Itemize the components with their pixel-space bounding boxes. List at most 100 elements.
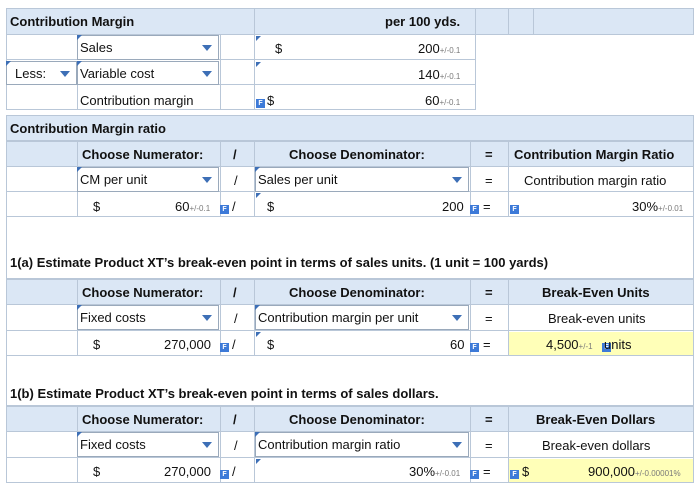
flag-icon xyxy=(256,459,261,464)
beu-num-value[interactable]: 270,000 xyxy=(164,337,211,352)
cm-ratio-title: Contribution Margin ratio xyxy=(10,121,166,136)
formula-icon[interactable]: F xyxy=(470,470,479,479)
chevron-down-icon xyxy=(452,315,462,321)
formula-icon[interactable]: F xyxy=(470,343,479,352)
bed-den-value: 30% xyxy=(409,464,436,479)
sales-select[interactable]: Sales xyxy=(77,35,219,60)
cm-ratio-result-value: 30% xyxy=(632,199,659,214)
cm-column-header: per 100 yds. xyxy=(385,14,461,29)
cm-ratio-denominator-header: Choose Denominator: xyxy=(289,147,425,162)
flag-icon xyxy=(255,305,260,310)
less-select[interactable]: Less: xyxy=(6,61,77,85)
variable-cost-value-field[interactable]: 140+/-0.1 xyxy=(418,67,460,84)
bed-result-field[interactable] xyxy=(509,459,693,482)
flag-icon xyxy=(77,61,82,66)
beu-num-currency: $ xyxy=(93,337,101,352)
formula-icon[interactable]: F xyxy=(510,470,519,479)
beu-den-value[interactable]: 60 xyxy=(450,337,465,352)
variable-cost-tolerance: +/-0.1 xyxy=(439,72,461,81)
beu-result-field[interactable] xyxy=(509,332,693,355)
cm-value: 60 xyxy=(425,93,440,108)
beu-title-row xyxy=(6,217,694,279)
flag-icon xyxy=(77,305,82,310)
flag-icon xyxy=(256,193,261,198)
bed-slash: / xyxy=(233,412,237,427)
bed-denominator-label: Contribution margin ratio xyxy=(258,437,401,452)
cm-value-field[interactable]: 60+/-0.1 xyxy=(425,93,460,110)
beu-result-value: 4,500 xyxy=(546,337,579,352)
cm-ratio-numerator-select[interactable]: CM per unit xyxy=(77,167,219,192)
chevron-down-icon xyxy=(60,71,70,77)
beu-equals-2: = xyxy=(485,311,493,326)
contribution-margin-label: Contribution margin xyxy=(80,93,194,108)
variable-cost-select-label: Variable cost xyxy=(80,66,155,81)
flag-icon xyxy=(256,332,261,337)
beu-result-unit: units xyxy=(604,337,632,352)
flag-icon xyxy=(77,167,82,172)
beu-result-header: Break-Even Units xyxy=(542,285,650,300)
flag-icon xyxy=(77,35,82,40)
cm-ratio-result-label: Contribution margin ratio xyxy=(524,173,667,188)
cm-ratio-num-value-field[interactable]: 60+/-0.1 xyxy=(175,199,210,216)
sales-value-field[interactable]: 200+/-0.1 xyxy=(418,41,460,58)
cm-ratio-den-value[interactable]: 200 xyxy=(442,199,464,214)
cm-currency: $ xyxy=(267,93,275,108)
chevron-down-icon xyxy=(202,442,212,448)
cm-ratio-equals-2: = xyxy=(485,173,493,188)
formula-icon[interactable]: F xyxy=(602,343,611,352)
cm-ratio-num-value: 60 xyxy=(175,199,190,214)
beu-denominator-select[interactable]: Contribution margin per unit xyxy=(255,305,469,330)
cm-ratio-result-value-field[interactable]: 30%+/-0.01 xyxy=(632,199,683,216)
formula-icon[interactable]: F xyxy=(220,343,229,352)
beu-numerator-header: Choose Numerator: xyxy=(82,285,204,300)
bed-equals: = xyxy=(485,412,493,427)
bed-den-value-field[interactable]: 30%+/-0.01 xyxy=(409,464,460,481)
beu-title: 1(a) Estimate Product XT’s break-even po… xyxy=(10,255,549,270)
chevron-down-icon xyxy=(452,177,462,183)
bed-denominator-select[interactable]: Contribution margin ratio xyxy=(255,432,469,457)
bed-result-header: Break-Even Dollars xyxy=(536,412,656,427)
bed-numerator-select[interactable]: Fixed costs xyxy=(77,432,219,457)
sales-currency: $ xyxy=(275,41,283,56)
formula-icon[interactable]: F xyxy=(470,205,479,214)
bed-equals-3: = xyxy=(483,464,491,479)
beu-denominator-label: Contribution margin per unit xyxy=(258,310,419,325)
bed-title: 1(b) Estimate Product XT’s break-even po… xyxy=(10,386,439,401)
bed-num-currency: $ xyxy=(93,464,101,479)
formula-icon[interactable]: F xyxy=(256,99,265,108)
beu-den-currency: $ xyxy=(267,337,275,352)
beu-numerator-select[interactable]: Fixed costs xyxy=(77,305,219,330)
cm-ratio-slash: / xyxy=(233,147,237,162)
chevron-down-icon xyxy=(202,71,212,77)
flag-icon xyxy=(256,62,261,67)
cm-ratio-header-row xyxy=(6,141,694,167)
chevron-down-icon xyxy=(202,315,212,321)
bed-result-value: 900,000 xyxy=(588,464,635,479)
bed-result-tolerance: +/-0.00001% xyxy=(635,469,681,478)
cm-ratio-num-tolerance: +/-0.1 xyxy=(189,204,211,213)
beu-equals: = xyxy=(485,285,493,300)
bed-num-value[interactable]: 270,000 xyxy=(164,464,211,479)
beu-equals-3: = xyxy=(483,337,491,352)
flag-icon xyxy=(6,61,11,66)
cm-ratio-denominator-select[interactable]: Sales per unit xyxy=(255,167,469,192)
bed-equals-2: = xyxy=(485,438,493,453)
cm-ratio-denominator-label: Sales per unit xyxy=(258,172,338,187)
cm-section-title: Contribution Margin xyxy=(10,14,135,29)
less-select-label: Less: xyxy=(15,66,47,81)
bed-result-currency: $ xyxy=(522,464,530,479)
cm-ratio-slash-3: / xyxy=(232,199,236,214)
flag-icon xyxy=(256,36,261,41)
bed-numerator-label: Fixed costs xyxy=(80,437,146,452)
beu-denominator-header: Choose Denominator: xyxy=(289,285,425,300)
cm-ratio-den-currency: $ xyxy=(267,199,275,214)
cm-ratio-numerator-header: Choose Numerator: xyxy=(82,147,204,162)
formula-icon[interactable]: F xyxy=(510,205,519,214)
cm-ratio-slash-2: / xyxy=(234,173,238,188)
sales-select-label: Sales xyxy=(80,40,113,55)
formula-icon[interactable]: F xyxy=(220,470,229,479)
variable-cost-select[interactable]: Variable cost xyxy=(77,61,219,85)
formula-icon[interactable]: F xyxy=(220,205,229,214)
beu-slash: / xyxy=(233,285,237,300)
sales-value: 200 xyxy=(418,41,440,56)
